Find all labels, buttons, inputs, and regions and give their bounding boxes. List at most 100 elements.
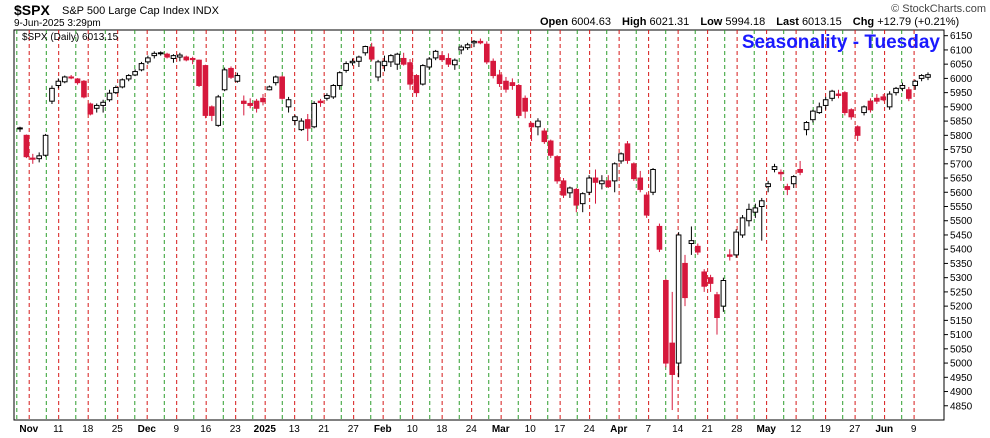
candle bbox=[260, 94, 266, 106]
y-tick-label: 6100 bbox=[950, 45, 973, 56]
candle-body bbox=[490, 60, 496, 77]
candle bbox=[643, 192, 650, 218]
candle-body bbox=[68, 76, 74, 79]
candle-body bbox=[260, 97, 266, 103]
candle bbox=[151, 51, 158, 59]
candle-body bbox=[803, 122, 810, 131]
candle bbox=[503, 76, 509, 93]
candle-body bbox=[407, 62, 413, 85]
candle bbox=[803, 121, 810, 136]
y-tick-label: 5750 bbox=[950, 145, 973, 156]
candle-body bbox=[452, 59, 458, 66]
candle-body bbox=[356, 56, 362, 62]
candle bbox=[758, 197, 765, 241]
candle bbox=[835, 89, 842, 99]
candle-body bbox=[349, 60, 356, 64]
candle bbox=[138, 61, 145, 72]
candle bbox=[560, 178, 567, 198]
x-tick-label: 10 bbox=[525, 424, 537, 435]
y-tick-label: 5350 bbox=[950, 259, 973, 270]
candle bbox=[81, 80, 87, 99]
candle-body bbox=[375, 61, 381, 78]
y-tick-label: 5800 bbox=[950, 131, 973, 142]
candle bbox=[893, 86, 899, 96]
x-tick-label: 13 bbox=[289, 424, 301, 435]
candle bbox=[522, 95, 528, 119]
candle bbox=[330, 84, 337, 99]
candle bbox=[432, 49, 439, 61]
y-tick-label: 5150 bbox=[950, 316, 973, 327]
candle-body bbox=[151, 52, 158, 57]
candle-body bbox=[618, 153, 624, 162]
y-axis: 4850 4900 4950 5000 5050 5100 5150 5200 5250 5300… bbox=[944, 31, 973, 412]
candle-body bbox=[400, 57, 407, 65]
candle-body bbox=[541, 130, 548, 143]
candle-body bbox=[573, 188, 580, 206]
y-tick-label: 4900 bbox=[950, 387, 973, 398]
candle-body bbox=[81, 80, 87, 98]
open-label: Open bbox=[540, 16, 569, 28]
plot-area bbox=[13, 29, 945, 421]
candle bbox=[579, 192, 586, 213]
candle bbox=[375, 59, 381, 82]
candle bbox=[304, 113, 311, 142]
candle bbox=[509, 78, 516, 90]
candle-body bbox=[483, 43, 490, 63]
candle bbox=[368, 42, 375, 62]
candle bbox=[189, 56, 196, 65]
x-tick-label: 17 bbox=[554, 424, 566, 435]
low-label: Low bbox=[700, 16, 723, 28]
candle-body bbox=[925, 74, 931, 78]
candle-body bbox=[304, 119, 311, 129]
candle-body bbox=[106, 92, 113, 101]
candle bbox=[899, 82, 906, 92]
candle-body bbox=[912, 80, 919, 87]
candle-body bbox=[311, 102, 317, 128]
x-tick-label: 24 bbox=[466, 424, 478, 435]
candle-body bbox=[228, 67, 234, 78]
candle bbox=[253, 98, 260, 113]
candle bbox=[420, 64, 426, 86]
candle bbox=[618, 152, 624, 164]
candle-body bbox=[55, 80, 62, 87]
candle-body bbox=[605, 180, 612, 188]
y-tick-label: 5600 bbox=[950, 188, 973, 199]
candle-body bbox=[49, 87, 55, 102]
candle bbox=[132, 69, 138, 77]
candle bbox=[829, 89, 835, 102]
candle bbox=[157, 51, 164, 56]
candle bbox=[771, 163, 778, 173]
candle bbox=[605, 175, 612, 188]
candle bbox=[765, 180, 771, 193]
candle-body bbox=[746, 208, 752, 222]
candle-body bbox=[17, 127, 23, 130]
candle-body bbox=[413, 75, 420, 94]
candle bbox=[413, 74, 420, 97]
candle bbox=[541, 128, 548, 144]
x-tick-label: 24 bbox=[584, 424, 596, 435]
candle bbox=[918, 74, 925, 82]
candle bbox=[695, 243, 701, 255]
open-value: 6004.63 bbox=[571, 16, 611, 28]
y-tick-label: 5900 bbox=[950, 102, 973, 113]
candle-body bbox=[886, 93, 893, 108]
candle bbox=[707, 274, 714, 292]
candle-body bbox=[138, 63, 145, 71]
candle-body bbox=[893, 87, 899, 94]
candle bbox=[906, 86, 912, 102]
candle bbox=[228, 66, 234, 79]
candle-body bbox=[196, 59, 202, 87]
candle-body bbox=[867, 100, 874, 111]
y-tick-label: 6150 bbox=[950, 31, 973, 42]
candle bbox=[631, 162, 637, 181]
candle bbox=[209, 105, 215, 122]
candle-body bbox=[675, 234, 682, 364]
candle-body bbox=[688, 240, 695, 245]
candle bbox=[746, 203, 752, 227]
candle-body bbox=[177, 54, 183, 58]
candle bbox=[23, 134, 30, 159]
candle-body bbox=[183, 56, 190, 61]
candle-body bbox=[515, 85, 522, 116]
candle-body bbox=[579, 193, 586, 205]
candle-body bbox=[854, 126, 861, 136]
